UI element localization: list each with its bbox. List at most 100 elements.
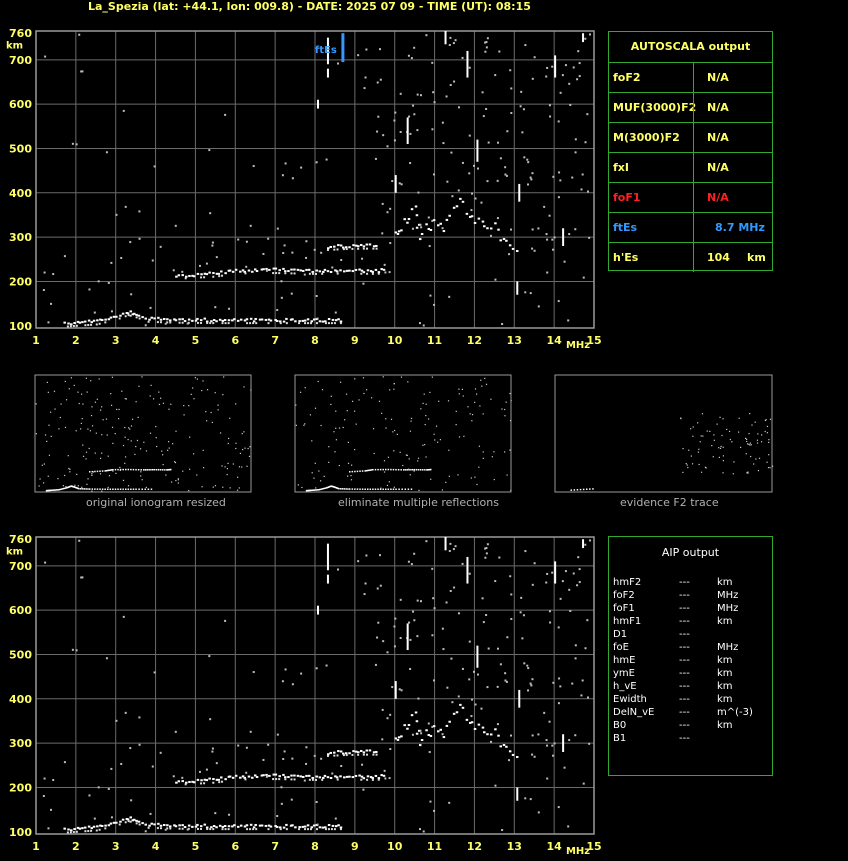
noise-point bbox=[363, 593, 366, 596]
noise-point bbox=[400, 183, 403, 186]
thumb-trace bbox=[309, 489, 312, 492]
thumb-noise bbox=[441, 489, 444, 491]
trace-point bbox=[119, 820, 122, 823]
trace-point bbox=[352, 750, 355, 753]
trace-point bbox=[269, 825, 273, 828]
thumb-noise bbox=[248, 455, 251, 458]
trace-point bbox=[360, 775, 364, 778]
trace-point bbox=[486, 227, 489, 230]
trace-point bbox=[87, 319, 91, 322]
trace-point bbox=[144, 317, 147, 320]
trace-point bbox=[166, 827, 169, 830]
thumb-noise bbox=[687, 466, 689, 469]
trace-point bbox=[465, 718, 469, 721]
trace-point bbox=[115, 821, 118, 824]
noise-point bbox=[172, 775, 175, 778]
trace-point bbox=[252, 322, 255, 325]
thumb-noise bbox=[754, 421, 756, 423]
trace-point bbox=[138, 317, 141, 320]
thumb-noise bbox=[42, 482, 45, 484]
noise-point bbox=[320, 757, 323, 760]
thumb-trace bbox=[104, 470, 106, 472]
trace-point bbox=[452, 712, 456, 715]
trace-point bbox=[301, 269, 305, 272]
noise-point bbox=[419, 729, 422, 732]
noise-point bbox=[508, 759, 511, 762]
thumb-noise bbox=[139, 448, 142, 450]
thumb-noise bbox=[138, 385, 140, 387]
thumb-noise bbox=[88, 447, 90, 450]
trace-point bbox=[335, 270, 339, 273]
trace-point bbox=[481, 220, 485, 223]
autoscala-value: 8.7 MHz bbox=[715, 221, 765, 234]
thumb-noise bbox=[771, 465, 774, 467]
noise-point bbox=[245, 771, 248, 774]
thumb-noise bbox=[125, 398, 128, 400]
noise-point bbox=[494, 580, 497, 583]
thumb-noise bbox=[50, 411, 52, 413]
thumb-noise bbox=[87, 478, 89, 480]
thumb-noise bbox=[711, 444, 713, 447]
noise-point bbox=[474, 197, 477, 200]
trace-point bbox=[511, 247, 515, 250]
trace-point bbox=[352, 244, 355, 247]
noise-point bbox=[441, 121, 444, 124]
x-tick-label: 3 bbox=[112, 840, 120, 853]
autoscala-divider bbox=[693, 123, 694, 152]
noise-point bbox=[481, 91, 484, 94]
aip-key: foF2 bbox=[613, 590, 635, 601]
noise-point bbox=[510, 617, 513, 620]
noise-point bbox=[522, 108, 525, 111]
y-tick-label: 400 bbox=[9, 187, 32, 200]
thumbnail-2 bbox=[554, 374, 774, 493]
noise-point bbox=[124, 205, 127, 208]
thumb-trace bbox=[62, 488, 64, 490]
thumb-noise bbox=[476, 483, 478, 486]
thumb-noise bbox=[471, 414, 474, 416]
thumb-noise bbox=[44, 434, 47, 436]
trace-point bbox=[282, 826, 286, 829]
thumb-noise bbox=[458, 436, 461, 438]
thumb-noise bbox=[94, 401, 97, 403]
thumb-noise bbox=[435, 425, 438, 427]
noise-point bbox=[393, 625, 396, 628]
noise-point bbox=[449, 36, 452, 39]
thumb-trace bbox=[311, 489, 314, 491]
thumb-noise bbox=[47, 475, 49, 477]
trace-point bbox=[375, 247, 378, 250]
noise-point bbox=[448, 801, 451, 804]
trace-point bbox=[157, 316, 160, 319]
noise-point bbox=[80, 576, 83, 579]
thumb-noise bbox=[738, 417, 740, 419]
autoscala-row-h-es: h'Es 104 km bbox=[609, 242, 772, 272]
trace-point bbox=[191, 274, 194, 277]
thumb-noise bbox=[81, 418, 83, 420]
noise-point bbox=[374, 663, 377, 666]
trace-point bbox=[371, 272, 374, 275]
noise-point bbox=[159, 751, 162, 754]
thumb-noise bbox=[407, 381, 409, 383]
noise-point bbox=[52, 779, 55, 782]
trace-point bbox=[432, 219, 436, 222]
trace-point bbox=[78, 827, 82, 830]
trace-point bbox=[291, 318, 294, 321]
trace-point bbox=[249, 823, 253, 826]
trace-point bbox=[301, 775, 305, 778]
trace-point bbox=[333, 245, 336, 248]
noise-point bbox=[115, 213, 118, 216]
noise-point bbox=[546, 572, 549, 575]
thumb-noise bbox=[485, 383, 488, 385]
thumb-trace bbox=[589, 488, 591, 490]
trace-point bbox=[63, 321, 66, 324]
trace-point bbox=[100, 825, 104, 828]
thumb-noise bbox=[214, 485, 217, 487]
thumb-trace bbox=[168, 468, 170, 471]
trace-point bbox=[301, 825, 304, 828]
trace-point bbox=[436, 730, 440, 733]
noise-point bbox=[531, 753, 534, 756]
trace-point bbox=[174, 319, 178, 322]
trace-point bbox=[212, 272, 215, 275]
thumb-noise bbox=[409, 474, 411, 476]
trace-point bbox=[199, 319, 203, 322]
noise-point bbox=[563, 260, 566, 263]
